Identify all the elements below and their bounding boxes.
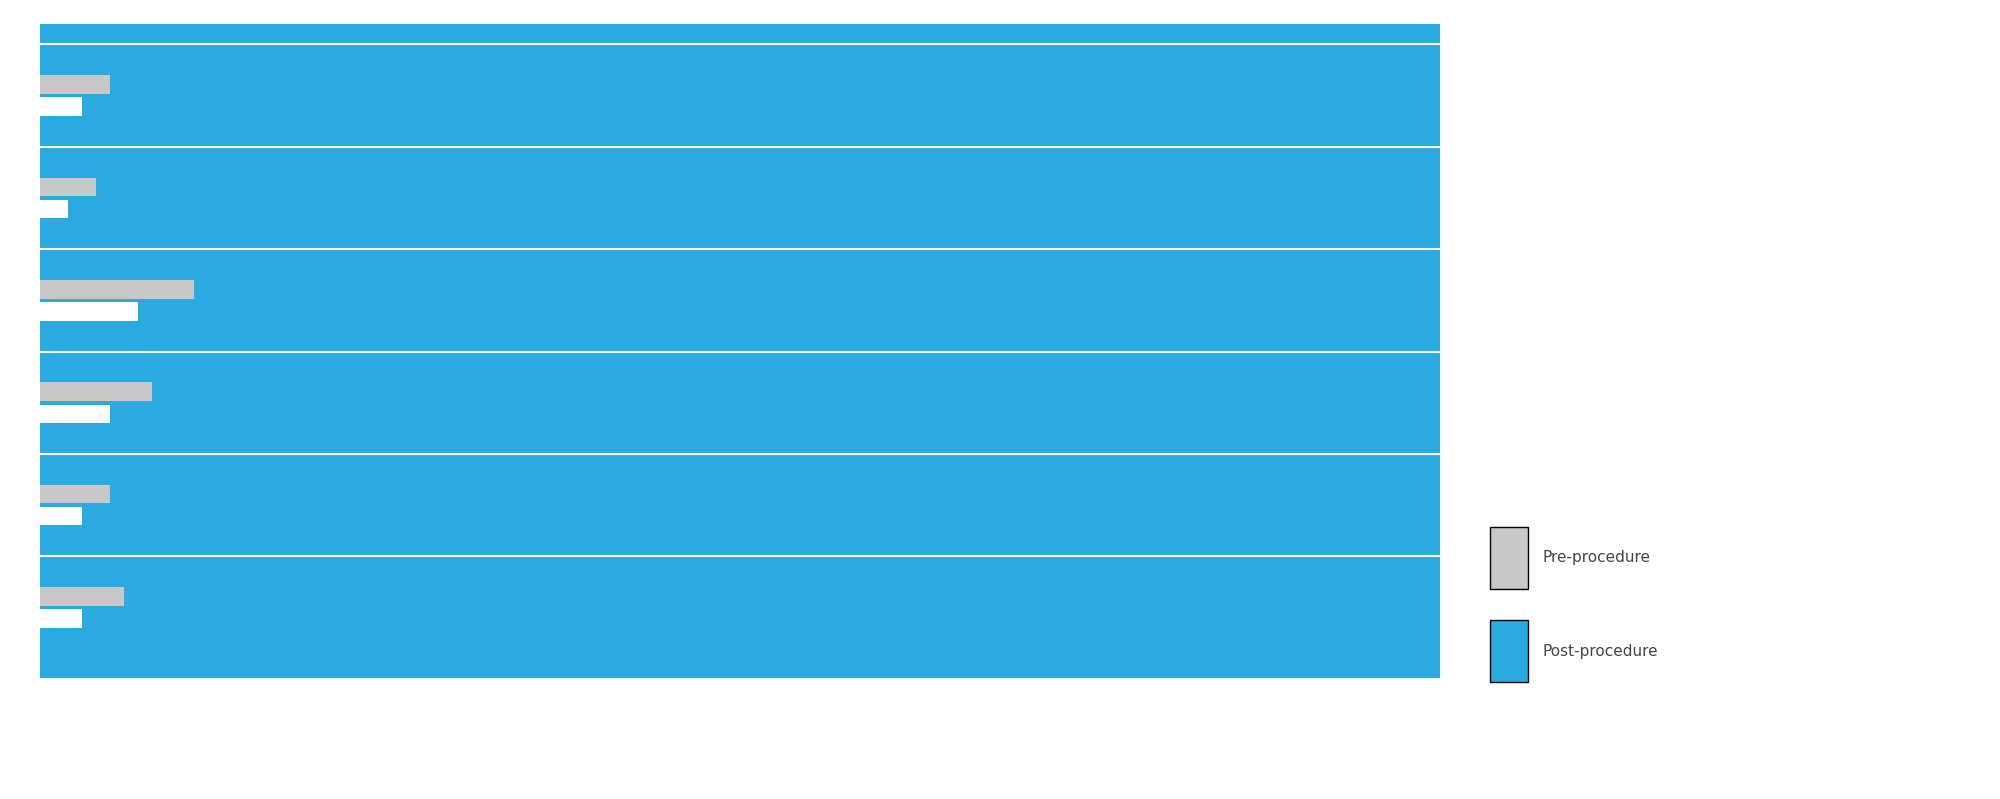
Bar	[40, 177, 96, 197]
Bar	[40, 383, 152, 401]
Text: 33.3%: 33.3%	[1504, 84, 1756, 153]
Bar	[40, 97, 82, 116]
Bar	[40, 75, 110, 93]
Bar	[40, 485, 110, 503]
Bar	[40, 507, 82, 526]
Text: Post-procedure: Post-procedure	[1542, 644, 1658, 658]
Bar	[40, 404, 110, 423]
Bar	[40, 587, 124, 606]
Bar	[40, 200, 68, 218]
Bar	[40, 302, 138, 320]
FancyBboxPatch shape	[1490, 620, 1528, 682]
Bar	[40, 610, 82, 628]
FancyBboxPatch shape	[1490, 527, 1528, 589]
Bar	[40, 280, 194, 299]
Text: Pre-procedure: Pre-procedure	[1542, 551, 1650, 565]
Text: average reduction
across all levels of
calcification: average reduction across all levels of c…	[1504, 232, 1760, 347]
